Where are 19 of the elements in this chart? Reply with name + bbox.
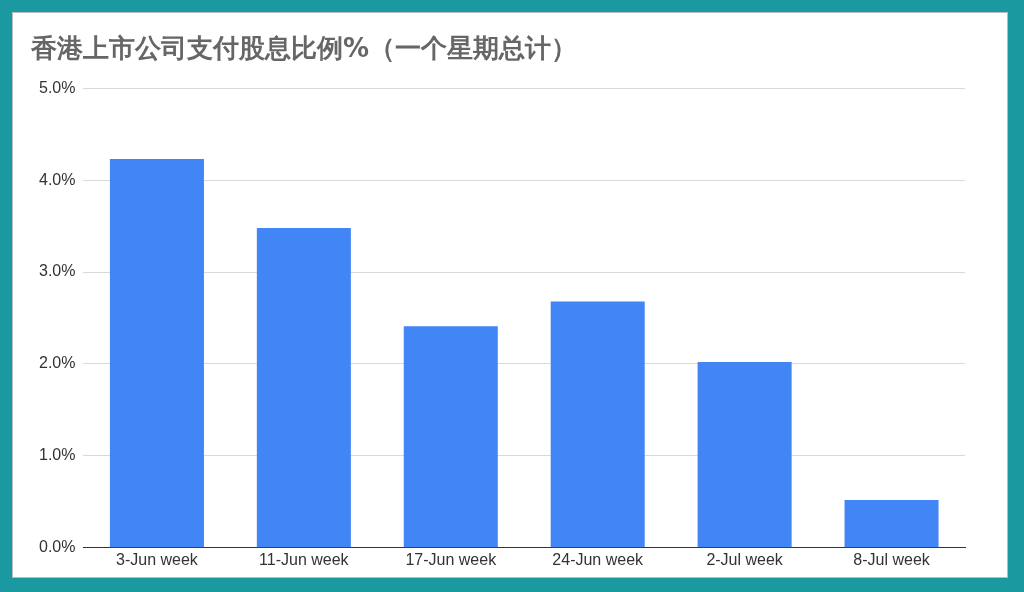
y-tick-label: 2.0% bbox=[39, 354, 76, 372]
y-tick-label: 5.0% bbox=[39, 78, 76, 96]
x-tick-label: 11-Jun week bbox=[259, 550, 350, 568]
x-tick-label: 2-Jul week bbox=[706, 550, 784, 568]
y-tick-label: 1.0% bbox=[39, 446, 76, 464]
bar bbox=[697, 362, 792, 548]
bar bbox=[256, 227, 351, 548]
x-tick-label: 17-Jun week bbox=[405, 550, 498, 568]
bar bbox=[109, 158, 204, 548]
x-tick-label: 8-Jul week bbox=[853, 550, 931, 568]
x-tick-label: 3-Jun week bbox=[116, 550, 199, 568]
chart-title: 香港上市公司支付股息比例%（一个星期总计） bbox=[30, 33, 578, 64]
bar bbox=[550, 301, 645, 548]
x-tick-label: 24-Jun week bbox=[552, 550, 645, 568]
bar bbox=[403, 326, 498, 548]
y-tick-label: 3.0% bbox=[39, 262, 76, 280]
bar bbox=[844, 500, 939, 548]
y-tick-label: 4.0% bbox=[39, 170, 76, 188]
y-tick-label: 0.0% bbox=[39, 538, 76, 556]
